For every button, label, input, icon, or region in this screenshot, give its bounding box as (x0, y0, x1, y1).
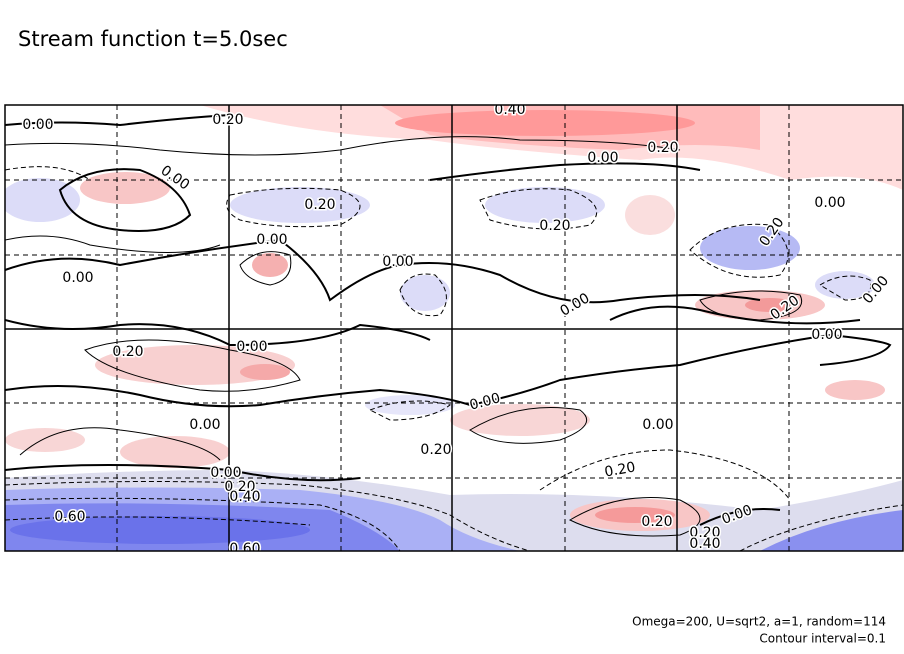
contour-label: 0.20 (641, 514, 672, 530)
contour-label: 0.00 (210, 465, 241, 481)
contour-label: 0.00 (642, 417, 673, 433)
contour-label: 0.60 (54, 509, 85, 525)
plot-frame (4, 104, 904, 552)
contour-label: 0.00 (382, 254, 413, 270)
contour-field: 0.400.200.000.000.200.000.200.200.000.20… (5, 102, 903, 557)
chart-title: Stream function t=5.0sec (18, 27, 288, 51)
contour-label: 0.00 (236, 339, 267, 355)
contour-label: 0.00 (189, 417, 220, 433)
contour-label: 0.00 (811, 327, 842, 343)
contour-label: 0.40 (229, 489, 260, 505)
note: Contour interval=0.1 (759, 632, 886, 646)
contour-label: 0.20 (212, 112, 243, 128)
contour-label: 0.00 (256, 232, 287, 248)
contour-label: 0.20 (224, 479, 255, 495)
contour-label: 0.20 (420, 442, 451, 458)
note: Omega=200, U=sqrt2, a=1, random=114 (632, 615, 886, 629)
contour-label: 0.20 (689, 525, 720, 541)
contour-label: 0.00 (587, 150, 618, 166)
contour-label: 0.40 (494, 102, 525, 118)
contour-label: 0.00 (814, 195, 845, 211)
contour-label: 0.60 (229, 541, 260, 557)
contour-label: 0.20 (112, 344, 143, 360)
contour-label: 0.20 (304, 197, 335, 213)
contour-label: 0.20 (647, 140, 678, 156)
contour-label: 0.00 (62, 270, 93, 286)
contour-label: 0.00 (468, 390, 502, 414)
contour-label: 0.20 (539, 218, 570, 234)
contour-label: 0.40 (689, 536, 720, 552)
contour-label: 0.00 (22, 117, 53, 133)
